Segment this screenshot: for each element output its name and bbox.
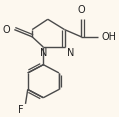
Text: N: N	[40, 48, 47, 58]
Text: OH: OH	[101, 32, 116, 42]
Text: F: F	[18, 105, 23, 115]
Text: N: N	[67, 48, 74, 58]
Text: O: O	[77, 5, 85, 15]
Text: O: O	[2, 25, 10, 35]
